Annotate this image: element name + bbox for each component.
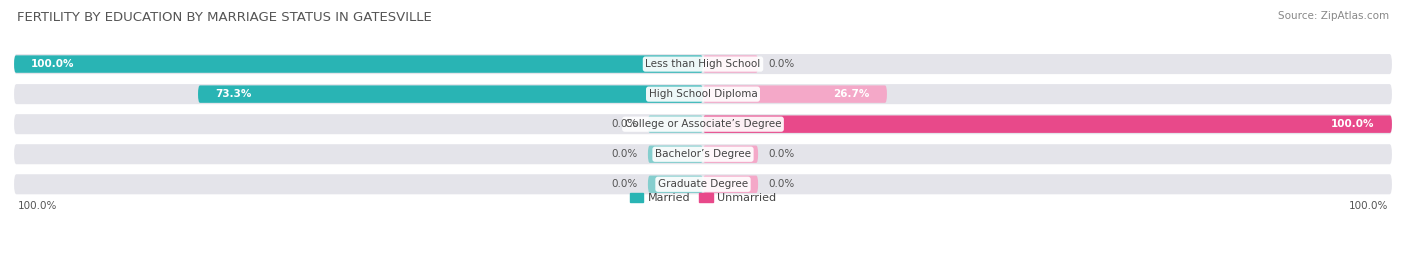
Text: 0.0%: 0.0%	[769, 59, 794, 69]
FancyBboxPatch shape	[703, 115, 1392, 133]
Text: 100.0%: 100.0%	[31, 59, 75, 69]
FancyBboxPatch shape	[703, 55, 758, 73]
Text: Less than High School: Less than High School	[645, 59, 761, 69]
Text: College or Associate’s Degree: College or Associate’s Degree	[624, 119, 782, 129]
FancyBboxPatch shape	[703, 146, 758, 163]
FancyBboxPatch shape	[14, 55, 703, 73]
Text: High School Diploma: High School Diploma	[648, 89, 758, 99]
Text: FERTILITY BY EDUCATION BY MARRIAGE STATUS IN GATESVILLE: FERTILITY BY EDUCATION BY MARRIAGE STATU…	[17, 11, 432, 24]
Text: Bachelor’s Degree: Bachelor’s Degree	[655, 149, 751, 159]
FancyBboxPatch shape	[703, 176, 758, 193]
Text: 0.0%: 0.0%	[769, 149, 794, 159]
Text: 100.0%: 100.0%	[17, 201, 56, 211]
Text: 0.0%: 0.0%	[769, 179, 794, 189]
FancyBboxPatch shape	[198, 86, 703, 103]
Text: Graduate Degree: Graduate Degree	[658, 179, 748, 189]
FancyBboxPatch shape	[14, 84, 1392, 104]
FancyBboxPatch shape	[14, 174, 1392, 194]
FancyBboxPatch shape	[648, 115, 703, 133]
FancyBboxPatch shape	[648, 176, 703, 193]
FancyBboxPatch shape	[14, 144, 1392, 164]
FancyBboxPatch shape	[14, 54, 1392, 74]
FancyBboxPatch shape	[14, 114, 1392, 134]
Text: Source: ZipAtlas.com: Source: ZipAtlas.com	[1278, 11, 1389, 21]
Text: 0.0%: 0.0%	[612, 179, 637, 189]
FancyBboxPatch shape	[703, 86, 887, 103]
Text: 0.0%: 0.0%	[612, 149, 637, 159]
Text: 26.7%: 26.7%	[834, 89, 870, 99]
Text: 100.0%: 100.0%	[1350, 201, 1389, 211]
Text: 100.0%: 100.0%	[1331, 119, 1375, 129]
FancyBboxPatch shape	[648, 146, 703, 163]
Legend: Married, Unmarried: Married, Unmarried	[626, 188, 780, 208]
Text: 73.3%: 73.3%	[215, 89, 252, 99]
Text: 0.0%: 0.0%	[612, 119, 637, 129]
